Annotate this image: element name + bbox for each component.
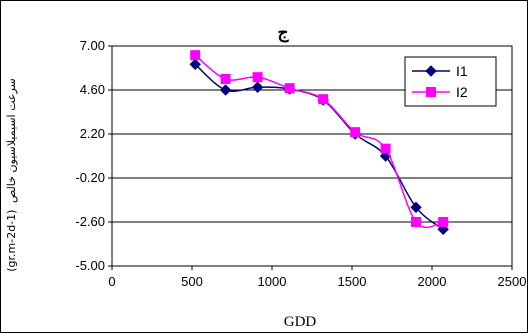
x-tick-label: 0: [108, 274, 115, 289]
legend-box: [404, 56, 497, 107]
y-axis-title: سرعت اسیمیلاسیون خالص: [5, 78, 18, 203]
legend-marker-i2: [426, 87, 436, 97]
y-tick-label: -0.20: [75, 170, 105, 185]
x-tick-label: 1500: [338, 274, 367, 289]
data-point-i2: [284, 83, 295, 94]
y-tick-label: 4.60: [80, 82, 105, 97]
legend-label-i2: I2: [456, 84, 468, 100]
data-point-i1: [219, 84, 232, 96]
data-point-i2: [252, 72, 263, 83]
data-point-i1: [410, 201, 422, 214]
x-tick-label: 500: [181, 274, 203, 289]
plot-area: [111, 45, 513, 267]
y-tick-label: -5.00: [75, 258, 105, 273]
x-tick-label: 2000: [418, 274, 447, 289]
chart-title: ج: [278, 23, 290, 43]
data-point-i2: [318, 94, 329, 105]
data-point-i1: [189, 58, 201, 71]
y-axis-label: (gr.m-2d-1) سرعت اسیمیلاسیون خالص: [5, 78, 18, 271]
data-point-i2: [190, 50, 201, 61]
y-axis-unit: (gr.m-2d-1): [5, 210, 18, 272]
y-tick-label: 2.20: [80, 126, 105, 141]
x-tick-label: 1000: [258, 274, 287, 289]
x-axis-ticks: 0 500 1000 1500 2000 2500: [108, 266, 526, 289]
legend-marker-i1: [425, 65, 437, 77]
x-axis-label: GDD: [284, 314, 317, 330]
y-tick-label: -2.60: [75, 214, 105, 229]
x-tick-label: 2500: [498, 274, 527, 289]
data-point-i1: [251, 81, 264, 93]
data-point-i2: [350, 127, 361, 138]
data-point-i2: [411, 217, 421, 227]
data-point-i2: [220, 74, 231, 84]
data-point-i2: [438, 217, 449, 227]
data-point-i2: [380, 143, 391, 154]
legend-label-i1: I1: [456, 63, 468, 79]
series-group: [189, 50, 449, 236]
y-tick-label: 7.00: [80, 38, 105, 53]
y-axis-ticks: 7.00 4.60 2.20 -0.20 -2.60 -5.00: [75, 38, 112, 273]
